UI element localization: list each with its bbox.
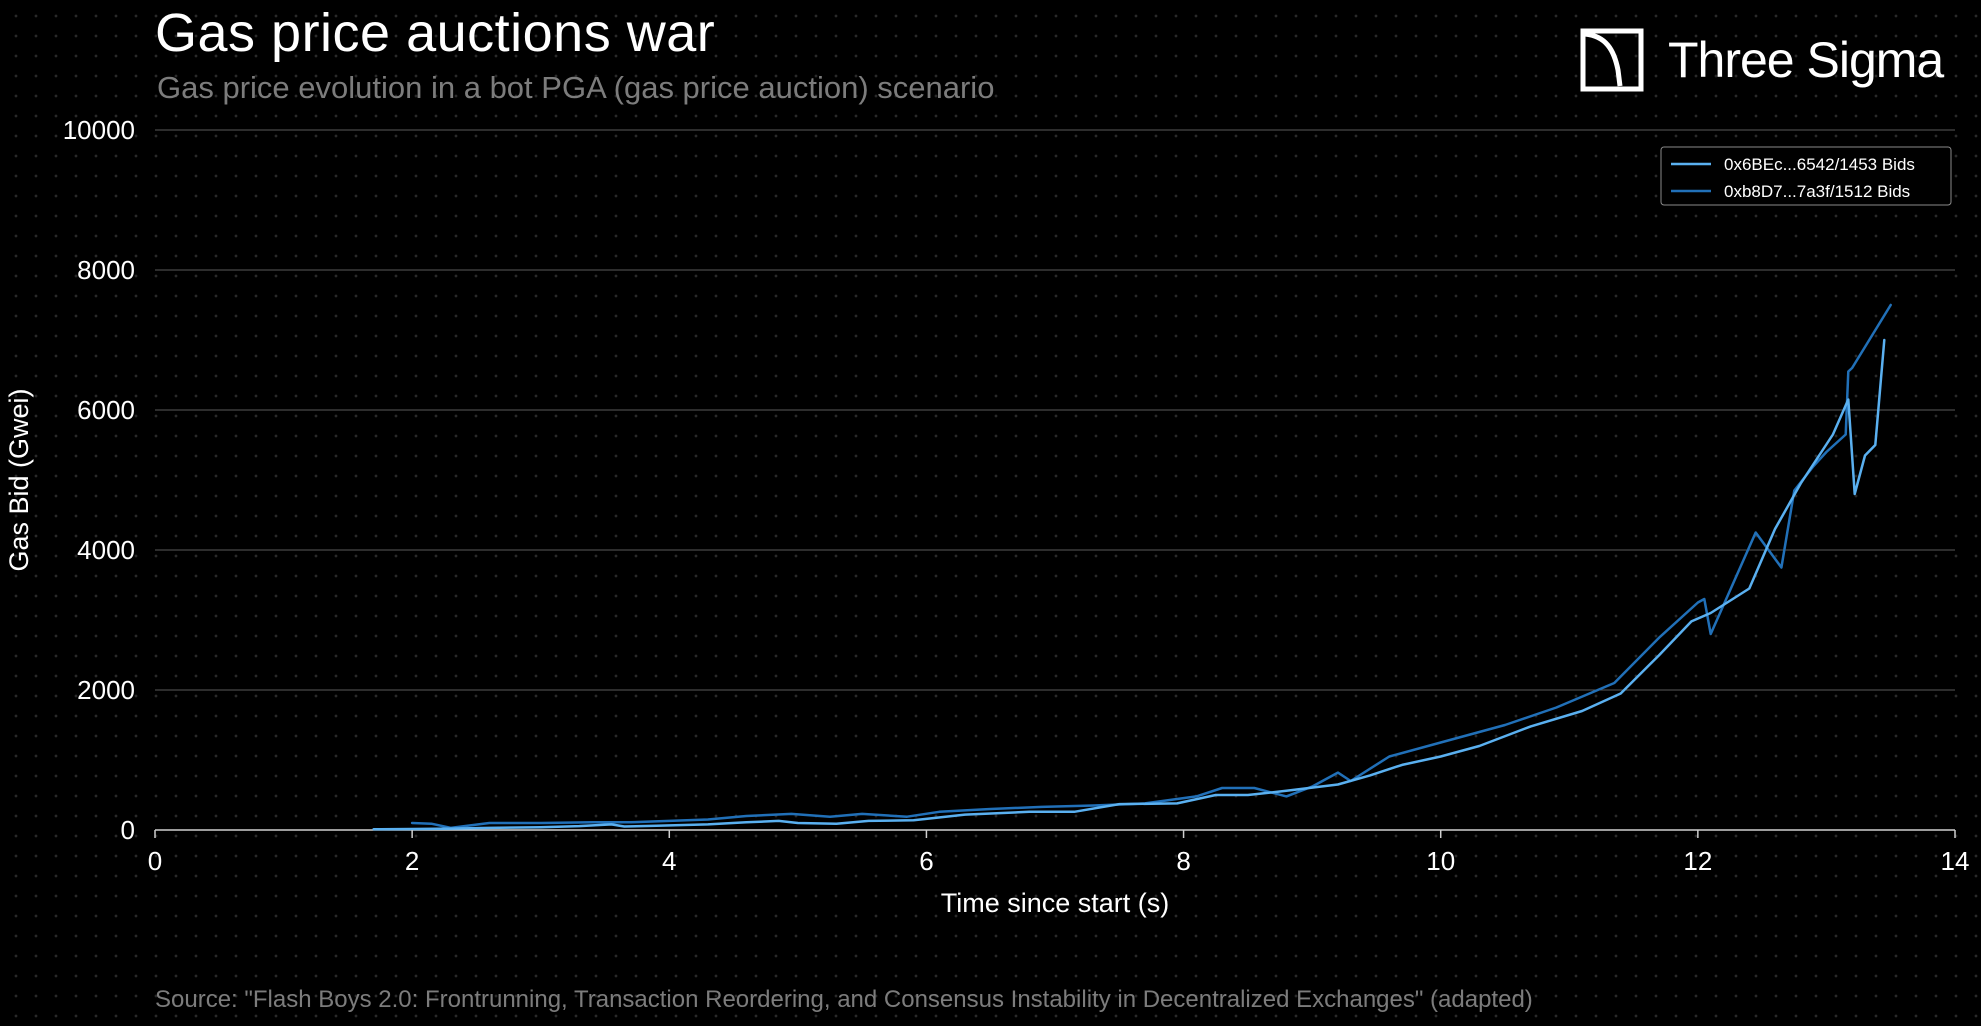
y-tick-label: 10000 (63, 115, 135, 145)
brand-name: Three Sigma (1668, 32, 1944, 88)
legend-box (1660, 146, 1952, 206)
y-tick-label: 4000 (77, 535, 135, 565)
chart-title: Gas price auctions war (155, 3, 716, 63)
legend-label-2: 0xb8D7...7a3f/1512 Bids (1724, 182, 1910, 201)
brand-logo: Three Sigma (1580, 26, 1944, 94)
x-tick-label: 4 (662, 846, 676, 876)
series-line-1 (372, 338, 1886, 831)
y-tick-label: 0 (121, 815, 135, 845)
axes: 0 2000 4000 6000 8000 10000 0 2 4 6 8 10 12 14 Time si… (4, 115, 1969, 918)
legend: 0x6BEc...6542/1453 Bids 0xb8D7...7a3f/151… (1660, 146, 1952, 206)
x-tick-label: 12 (1683, 846, 1712, 876)
y-tick-label: 6000 (77, 395, 135, 425)
x-tick-label: 6 (919, 846, 933, 876)
x-tick-label: 8 (1176, 846, 1190, 876)
x-axis-label: Time since start (s) (941, 888, 1170, 918)
source-note: Source: "Flash Boys 2.0: Frontrunning, T… (155, 986, 1533, 1013)
y-axis-label: Gas Bid (Gwei) (4, 388, 34, 571)
legend-label-1: 0x6BEc...6542/1453 Bids (1724, 155, 1915, 174)
line-chart: 0 2000 4000 6000 8000 10000 0 2 4 6 8 10 12 14 Time si… (4, 115, 1969, 918)
chart-subtitle: Gas price evolution in a bot PGA (gas pr… (157, 70, 995, 105)
x-tick-label: 10 (1426, 846, 1455, 876)
x-tick-label: 2 (405, 846, 419, 876)
three-sigma-logo-icon (1580, 28, 1644, 92)
series-lines (372, 303, 1892, 831)
y-tick-label: 2000 (77, 675, 135, 705)
grid-lines (155, 129, 1955, 831)
x-tick-label: 14 (1941, 846, 1970, 876)
x-tick-label: 0 (148, 846, 162, 876)
y-tick-label: 8000 (77, 255, 135, 285)
series-line-2 (410, 303, 1892, 830)
